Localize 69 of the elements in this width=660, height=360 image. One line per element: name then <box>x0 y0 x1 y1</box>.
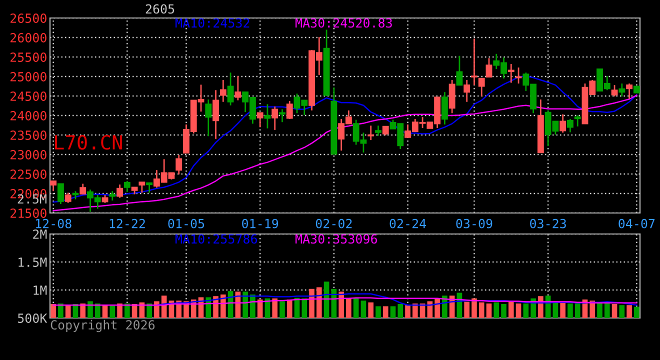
candlestick <box>234 75 242 101</box>
candlestick <box>57 183 64 205</box>
candlestick <box>176 154 182 176</box>
x-tick-label: 01-19 <box>242 218 278 228</box>
candlestick <box>80 183 86 195</box>
y-tick-label: 500K <box>18 314 48 323</box>
text: MA30:353096 <box>296 234 377 244</box>
x-tick-label: 02-24 <box>390 218 426 228</box>
y-tick-label: 21500 <box>10 208 46 218</box>
y-tick-label: 1M <box>34 286 47 295</box>
x-tick-label: 12-08 <box>36 218 72 228</box>
candlestick <box>626 82 633 100</box>
candlestick <box>464 79 470 103</box>
x-tick-label: 01-05 <box>168 218 204 228</box>
candlestick <box>138 181 146 194</box>
y-tick-label: 25500 <box>10 52 46 62</box>
text: 2605 <box>146 4 174 14</box>
candlestick <box>618 82 626 98</box>
text: Copyright 2026 <box>50 320 155 332</box>
x-tick-label: 03-09 <box>456 218 492 228</box>
candlestick <box>272 106 278 131</box>
candlestick <box>264 103 271 130</box>
candlestick <box>368 124 374 141</box>
candlestick <box>574 114 581 128</box>
annotation: L70.CN <box>55 134 122 150</box>
candlestick <box>448 79 456 114</box>
y-tick-label: 23000 <box>10 150 46 160</box>
y-tick-label: 24000 <box>10 111 46 120</box>
candlestick <box>560 114 566 134</box>
text: MA10:24532 <box>176 18 250 28</box>
y-tick-label: 25000 <box>10 72 46 82</box>
candlestick <box>441 91 448 126</box>
candlestick <box>116 184 123 198</box>
x-tick-label: 04-07 <box>618 218 655 228</box>
x-tick-label: 02-02 <box>316 218 352 228</box>
candlestick <box>227 72 234 106</box>
candlestick <box>508 63 514 84</box>
y-tick-label: 2M <box>33 230 47 239</box>
line-series <box>52 75 638 203</box>
candlestick <box>50 180 57 192</box>
x-tick-label: 12-22 <box>110 218 145 228</box>
candlestick <box>256 112 264 128</box>
y-tick-label: 26000 <box>10 33 46 42</box>
candlestick <box>64 192 72 204</box>
text: MA10:255786 <box>176 234 257 244</box>
y-tick-label: 26500 <box>10 14 46 23</box>
candlestick <box>124 180 130 193</box>
candlestick <box>567 118 574 133</box>
candlestick <box>611 84 618 98</box>
candlestick <box>286 100 293 120</box>
y-tick-label: 22500 <box>10 170 46 179</box>
line-series <box>52 297 638 306</box>
candlestick <box>205 98 212 137</box>
text: MA30:24520.83 <box>296 18 392 28</box>
candlestick <box>220 79 226 103</box>
candlestick <box>279 108 286 123</box>
candlestick <box>456 55 463 86</box>
candlestick <box>146 182 153 194</box>
candlestick <box>486 57 492 78</box>
y-tick-label: 24500 <box>10 92 46 101</box>
candlestick <box>212 89 219 140</box>
x-tick-label: 03-23 <box>530 218 566 228</box>
y-tick-label: 23500 <box>10 130 46 140</box>
y-tick-label: 1.5M <box>18 258 47 267</box>
candlestick <box>471 38 478 86</box>
candlestick <box>109 190 116 202</box>
line-series <box>52 94 638 212</box>
candlestick <box>478 78 485 98</box>
candlestick <box>375 124 382 136</box>
